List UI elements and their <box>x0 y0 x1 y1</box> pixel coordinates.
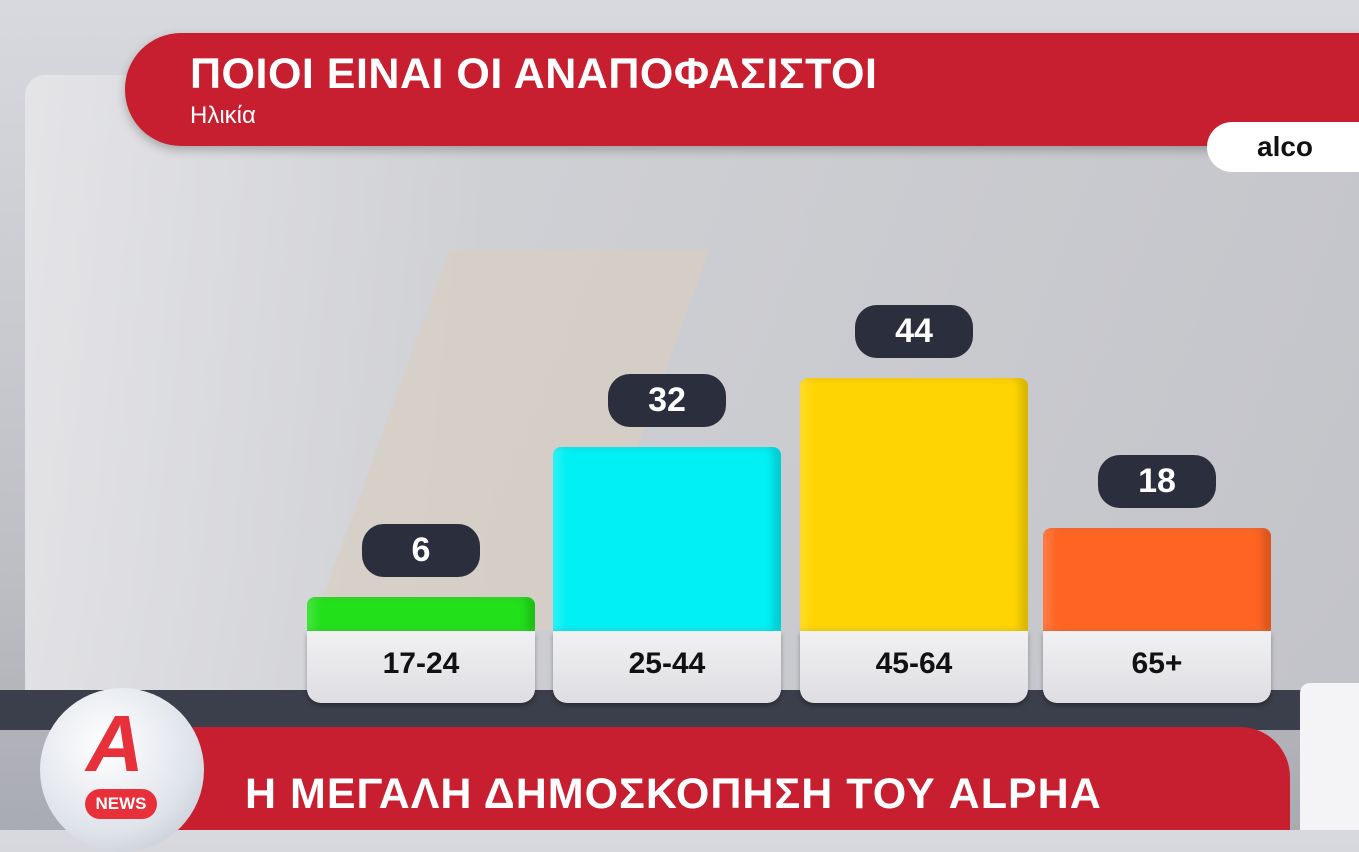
source-badge: alco <box>1207 122 1359 172</box>
bar-45-64 <box>800 378 1028 631</box>
alpha-logo-letter: A <box>86 699 144 788</box>
category-label: 65+ <box>1043 631 1271 703</box>
category-label: 45-64 <box>800 631 1028 703</box>
footer-banner <box>140 727 1290 830</box>
category-label: 25-44 <box>553 631 781 703</box>
chart-title: ΠΟΙΟΙ ΕΙΝΑΙ ΟΙ ΑΝΑΠΟΦΑΣΙΣΤΟΙ <box>190 50 878 98</box>
chart-subtitle: Ηλικία <box>190 102 256 129</box>
alpha-news-logo <box>40 688 204 852</box>
bar-65+ <box>1043 527 1271 631</box>
footer-text: Η ΜΕΓΑΛΗ ΔΗΜΟΣΚΟΠΗΣΗ ΤΟΥ ALPHA <box>245 770 1102 818</box>
value-label: 6 <box>362 523 480 577</box>
bar-25-44 <box>553 447 781 631</box>
value-label: 18 <box>1098 454 1216 508</box>
value-label: 32 <box>608 374 726 427</box>
category-label: 17-24 <box>307 631 535 703</box>
news-badge: NEWS <box>85 789 157 819</box>
corner-panel <box>1300 683 1359 830</box>
header-banner <box>125 33 1359 146</box>
bar-17-24 <box>307 596 535 631</box>
value-label: 44 <box>855 305 973 358</box>
